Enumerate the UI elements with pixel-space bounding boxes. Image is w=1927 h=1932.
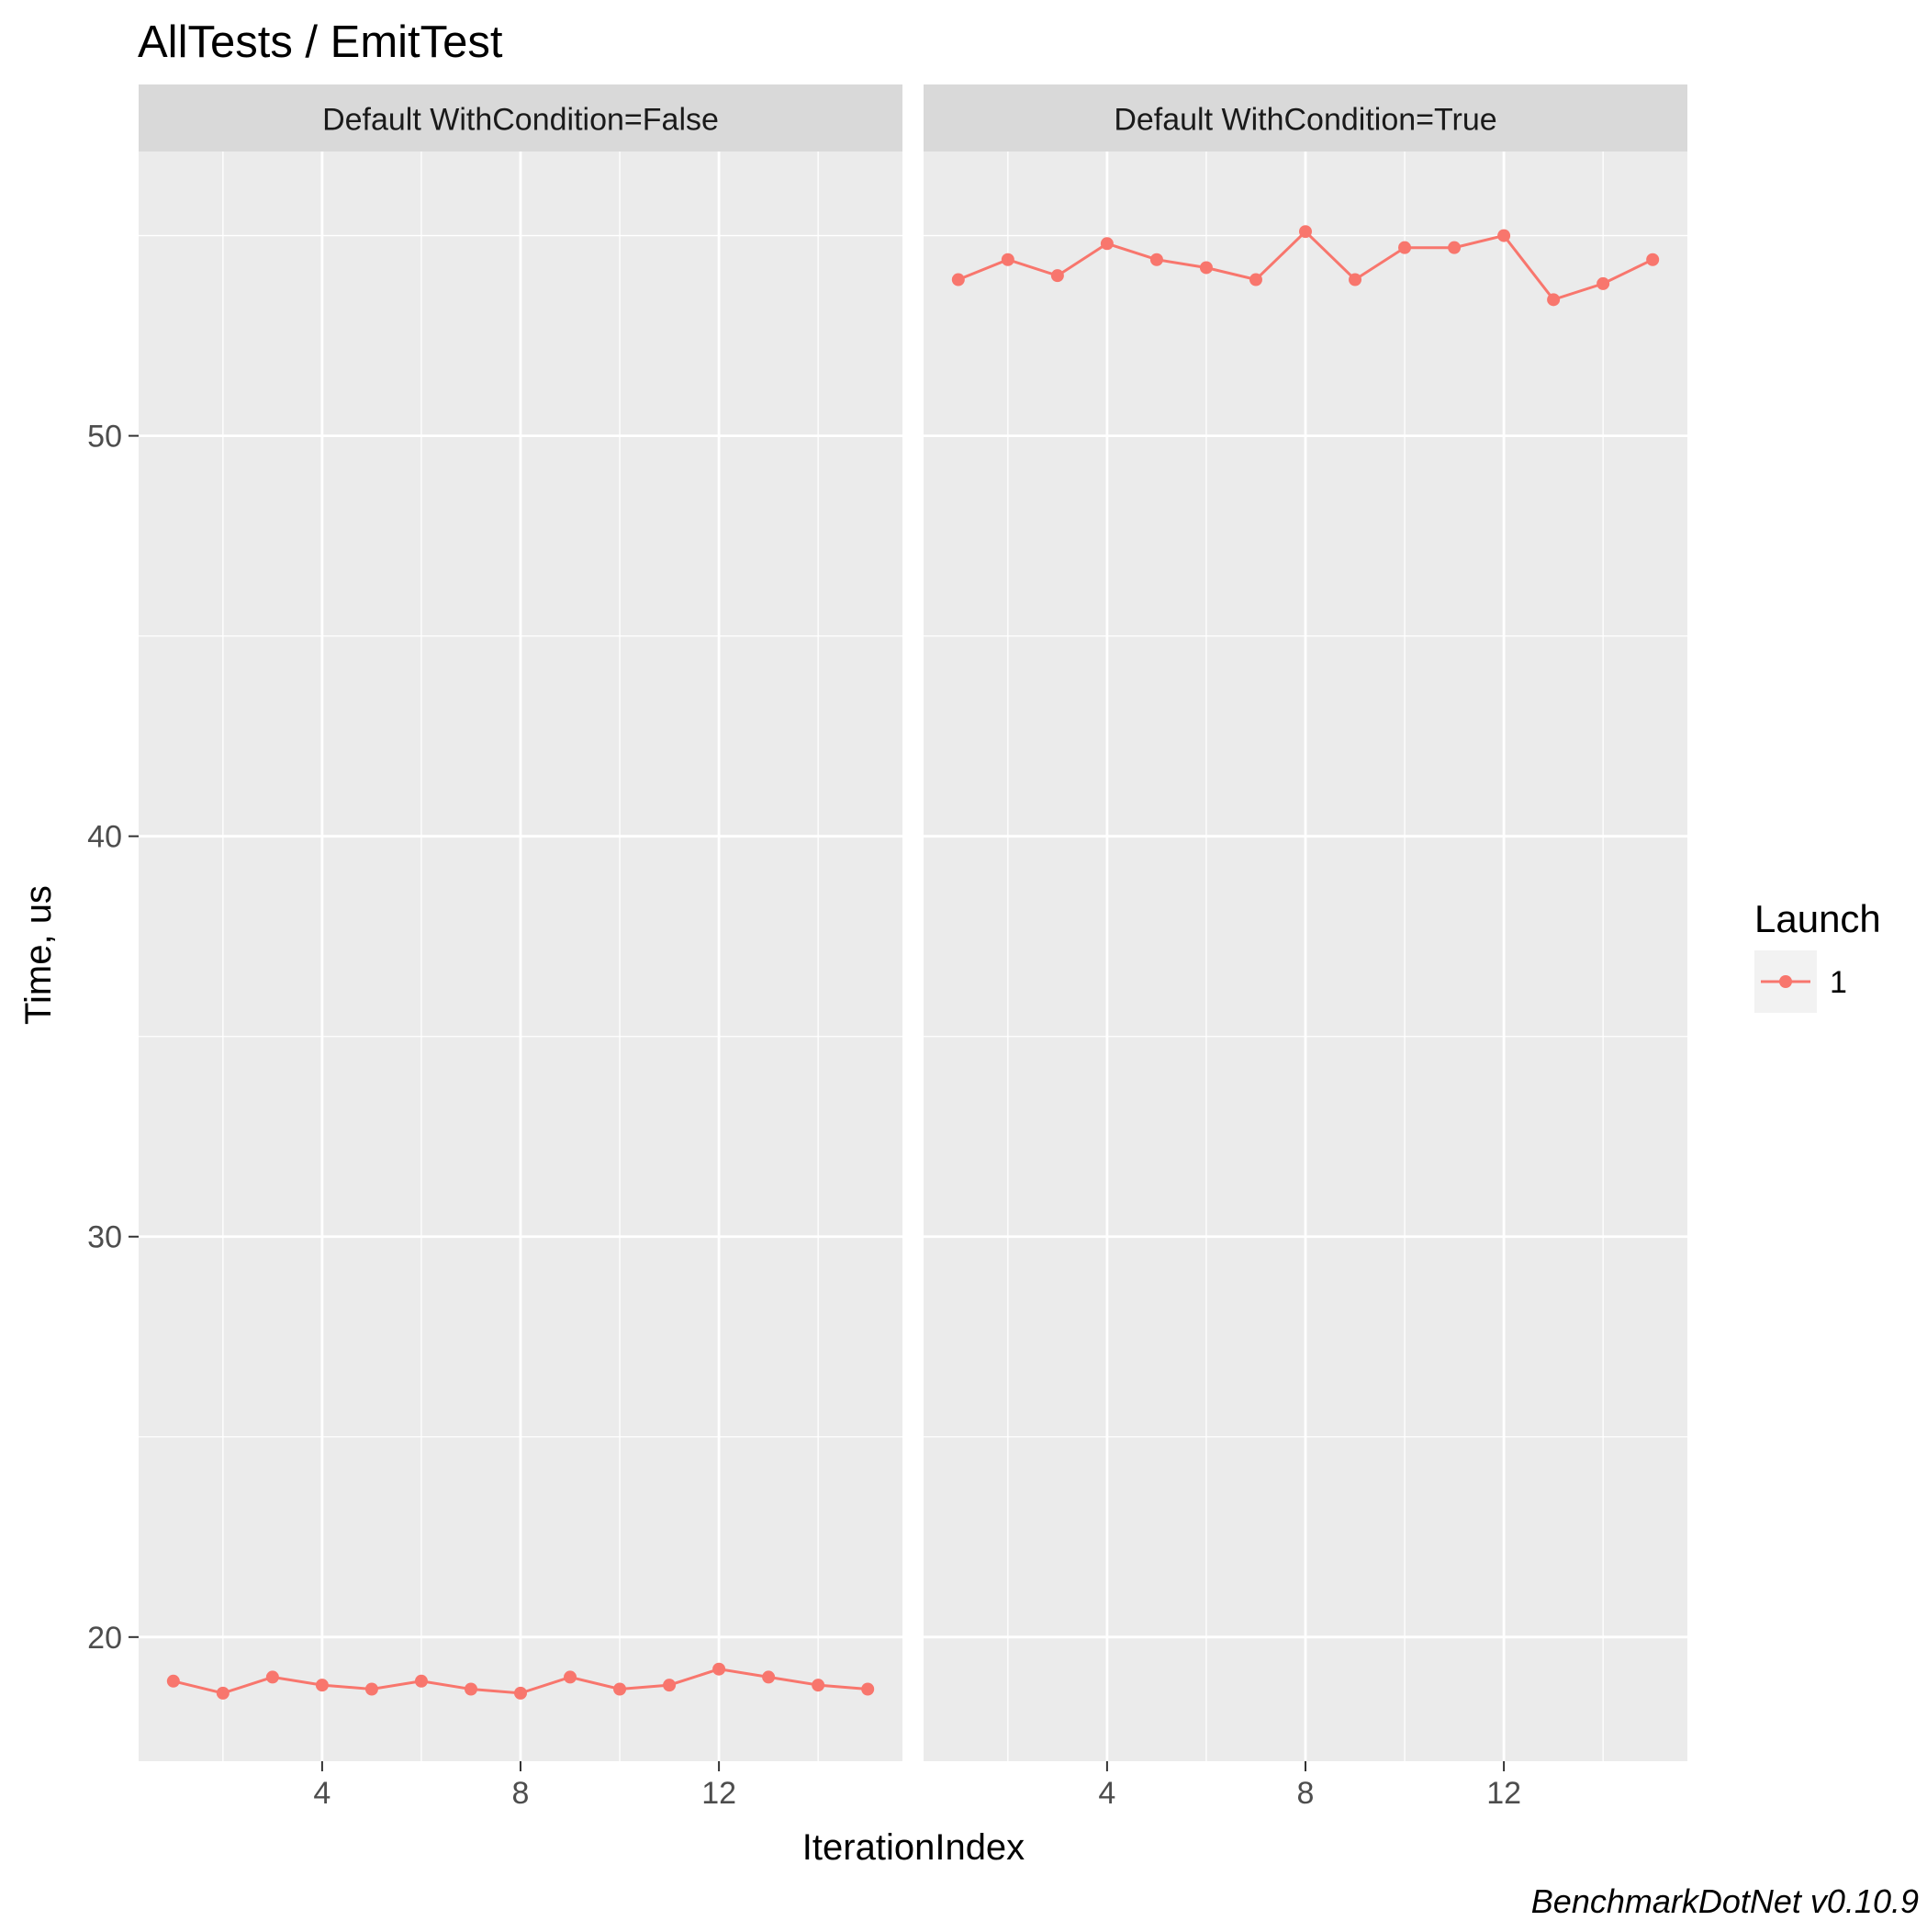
legend-key-point [1779,975,1792,988]
panel-strip-label: Default WithCondition=False [322,103,719,138]
data-point [315,1679,329,1692]
data-point [216,1686,230,1700]
data-point [1398,241,1412,254]
y-tick-label: 40 [87,820,122,855]
y-tick-label: 30 [87,1220,122,1255]
y-tick-label: 20 [87,1621,122,1656]
panel-2: Default WithCondition=True 4 8 12 [924,84,1687,1811]
y-tick-label: 50 [87,420,122,455]
x-tick-label: 12 [1486,1776,1521,1811]
data-point [1448,241,1462,254]
data-point [663,1679,677,1692]
legend-title: Launch [1754,897,1881,940]
x-tick-label: 8 [1297,1776,1315,1811]
x-tick-label: 8 [512,1776,530,1811]
data-point [464,1682,477,1696]
data-point [265,1670,279,1684]
data-point [1050,269,1064,283]
y-axis-label: Time, us [18,885,59,1025]
data-point [364,1682,378,1696]
data-point [712,1662,726,1676]
caption-text: BenchmarkDotNet v0.10.9 [1531,1882,1919,1920]
data-point [951,273,965,286]
x-tick-label: 12 [701,1776,736,1811]
data-point [1001,253,1014,266]
panel-strip-label: Default WithCondition=True [1114,103,1496,138]
data-point [166,1674,180,1688]
panel-1: Default WithCondition=False 4 8 12 [139,84,902,1811]
data-point [861,1682,875,1696]
data-point [1547,293,1561,307]
data-point [514,1686,527,1700]
data-point [1249,273,1262,286]
data-point [1596,276,1610,290]
data-point [1199,261,1213,275]
data-point [613,1682,627,1696]
legend-entry: 1 [1754,950,1847,1013]
data-point [1646,253,1660,266]
series-1 [166,1662,875,1700]
legend-label: 1 [1830,965,1847,1000]
data-point [1349,273,1362,286]
data-point [1497,229,1511,242]
data-point [1299,225,1312,239]
x-tick-label: 4 [1098,1776,1115,1811]
chart-title: AllTests / EmitTest [138,17,503,67]
data-point [762,1670,776,1684]
data-point [564,1670,577,1684]
data-point [812,1679,825,1692]
series-1 [951,225,1660,307]
panel-strip [139,84,902,152]
x-tick-label: 4 [313,1776,331,1811]
data-point [414,1674,428,1688]
data-point [1100,237,1114,251]
data-point [1149,253,1163,266]
x-axis-label: IterationIndex [802,1827,1025,1868]
panel-strip [924,84,1687,152]
